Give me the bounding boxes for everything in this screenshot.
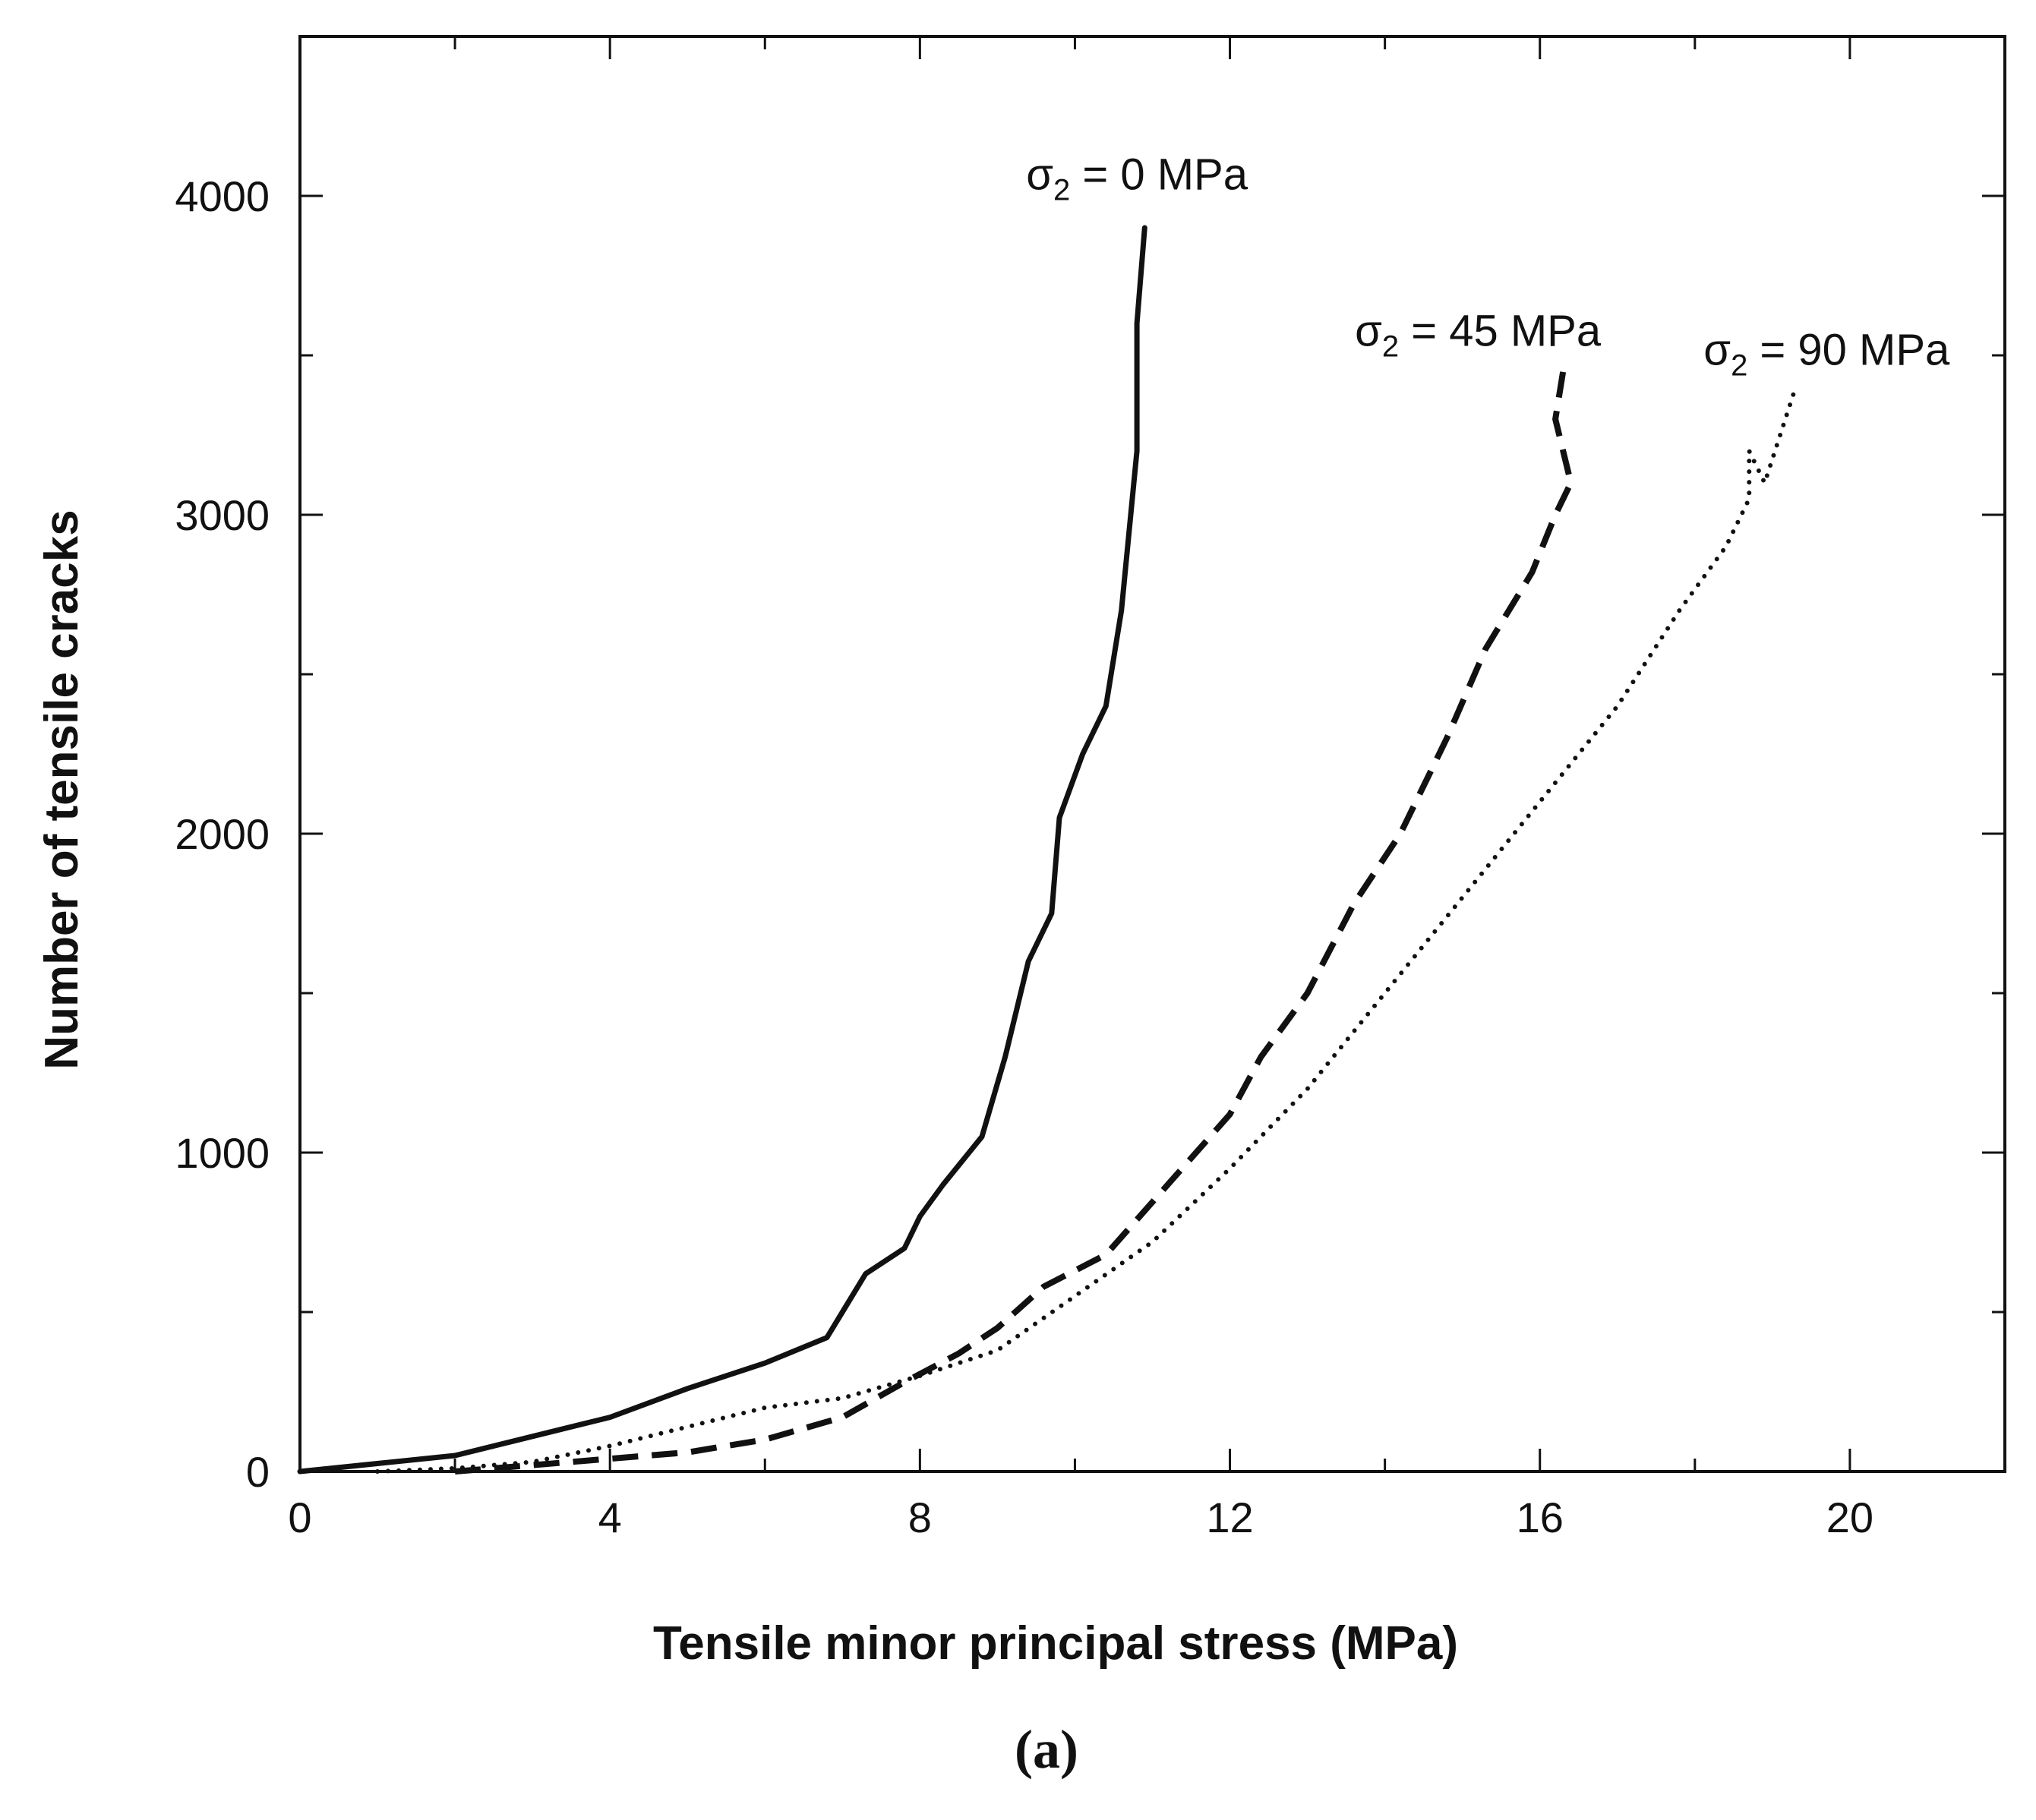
y-tick-label: 0 <box>246 1448 270 1496</box>
series-layer <box>297 225 1798 1475</box>
y-tick-label: 4000 <box>175 172 270 220</box>
series-label-3: σ2 = 90 MPa <box>1703 326 1950 383</box>
x-tick-label: 20 <box>1826 1494 1873 1541</box>
series-line-3 <box>375 385 1798 1474</box>
x-tick-label: 16 <box>1517 1494 1564 1541</box>
series-label-text: = 90 MPa <box>1747 326 1950 375</box>
y-tick-label: 1000 <box>175 1129 270 1177</box>
figure-caption: (a) <box>1015 1719 1078 1780</box>
series-label-subscript: 2 <box>1053 174 1070 207</box>
series-line-2 <box>454 371 1574 1475</box>
plot-frame <box>298 35 2006 1473</box>
x-axis-title: Tensile minor principal stress (MPa) <box>653 1617 1458 1670</box>
series-line-1 <box>297 225 1147 1475</box>
series-label-2: σ2 = 45 MPa <box>1355 306 1602 363</box>
y-tick-label: 2000 <box>175 810 270 858</box>
series-label-subscript: 2 <box>1382 330 1399 363</box>
x-tick-label: 8 <box>908 1494 932 1541</box>
x-tick-label: 0 <box>288 1494 311 1541</box>
series-label-symbol: σ <box>1355 306 1382 355</box>
tick-labels: 0 4 8 12 16 20 0 1000 2000 3000 4000 <box>175 172 1873 1541</box>
series-label-symbol: σ <box>1703 326 1731 375</box>
series-label-symbol: σ <box>1026 150 1053 200</box>
series-label-text: = 0 MPa <box>1070 150 1248 200</box>
y-axis-title: Number of tensile cracks <box>36 509 88 1069</box>
y-tick-label: 3000 <box>175 491 270 539</box>
series-label-subscript: 2 <box>1731 349 1747 383</box>
x-tick-label: 4 <box>598 1494 622 1541</box>
series-label-1: σ2 = 0 MPa <box>1026 150 1248 207</box>
series-label-text: = 45 MPa <box>1399 306 1602 355</box>
x-tick-label: 12 <box>1206 1494 1253 1541</box>
